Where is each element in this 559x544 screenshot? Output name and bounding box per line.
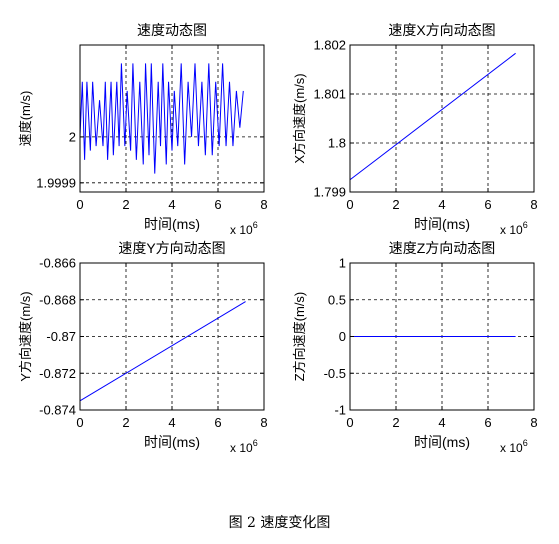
x-axis-label: 时间(ms)	[144, 216, 200, 232]
x-axis-multiplier: x 106	[230, 438, 258, 455]
x-tick-label: 0	[76, 197, 83, 212]
x-tick-label: 8	[260, 415, 267, 430]
x-axis-label: 时间(ms)	[414, 434, 470, 450]
y-axis-label: X方向速度(m/s)	[292, 73, 307, 163]
y-tick-label: 0	[339, 329, 346, 344]
figure-caption: 图 2 速度变化图	[228, 515, 331, 531]
x-tick-label: 2	[392, 415, 399, 430]
y-tick-label: 1	[339, 256, 346, 271]
y-tick-label: 2	[69, 129, 76, 144]
chart-title: 速度动态图	[137, 22, 207, 38]
y-axis-label: Y方向速度(m/s)	[18, 291, 33, 381]
y-tick-label: 0.5	[328, 292, 346, 307]
x-axis-label: 时间(ms)	[144, 434, 200, 450]
y-tick-label: -0.868	[39, 292, 76, 307]
chart-title: 速度Y方向动态图	[118, 240, 225, 256]
x-axis-multiplier: x 106	[500, 438, 528, 455]
x-tick-label: 2	[122, 197, 129, 212]
y-tick-label: -0.866	[39, 256, 76, 271]
subplot-3: 0 2 4 6 8 -0.874 -0.872 -0.87 -0.868 -0.866 速度Y方向动…	[18, 240, 268, 455]
x-tick-label: 0	[346, 197, 353, 212]
y-axis-label: 速度(m/s)	[18, 91, 33, 147]
y-tick-label: -0.874	[39, 403, 76, 418]
x-axis-label: 时间(ms)	[414, 216, 470, 232]
x-tick-label: 6	[214, 197, 221, 212]
y-tick-label: 1.799	[313, 185, 346, 200]
x-tick-label: 4	[168, 197, 175, 212]
x-tick-label: 4	[168, 415, 175, 430]
y-tick-label: 1.9999	[36, 175, 76, 190]
x-tick-label: 6	[214, 415, 221, 430]
x-tick-label: 2	[122, 415, 129, 430]
x-tick-label: 4	[438, 197, 445, 212]
series-line-1	[79, 63, 244, 174]
x-axis-multiplier: x 106	[500, 220, 528, 237]
x-tick-label: 4	[438, 415, 445, 430]
x-tick-label: 8	[530, 415, 537, 430]
x-tick-label: 0	[76, 415, 83, 430]
chart-title: 速度Z方向动态图	[389, 240, 496, 256]
series-line-1	[349, 52, 516, 181]
y-tick-label: -0.872	[39, 366, 76, 381]
x-axis-multiplier: x 106	[230, 220, 258, 237]
x-tick-label: 0	[346, 415, 353, 430]
series-line-1	[79, 301, 246, 402]
x-tick-label: 6	[484, 415, 491, 430]
x-tick-label: 2	[392, 197, 399, 212]
x-tick-label: 8	[530, 197, 537, 212]
y-tick-label: 1.8	[328, 136, 346, 151]
y-tick-label: 1.801	[313, 87, 346, 102]
y-tick-label: -1	[334, 403, 346, 418]
y-tick-label: -0.5	[324, 366, 346, 381]
x-tick-label: 8	[260, 197, 267, 212]
y-axis-label: Z方向速度(m/s)	[292, 292, 307, 382]
y-tick-label: -0.87	[46, 329, 76, 344]
x-tick-label: 6	[484, 197, 491, 212]
y-tick-label: 1.802	[313, 38, 346, 53]
chart-title: 速度X方向动态图	[388, 22, 495, 38]
